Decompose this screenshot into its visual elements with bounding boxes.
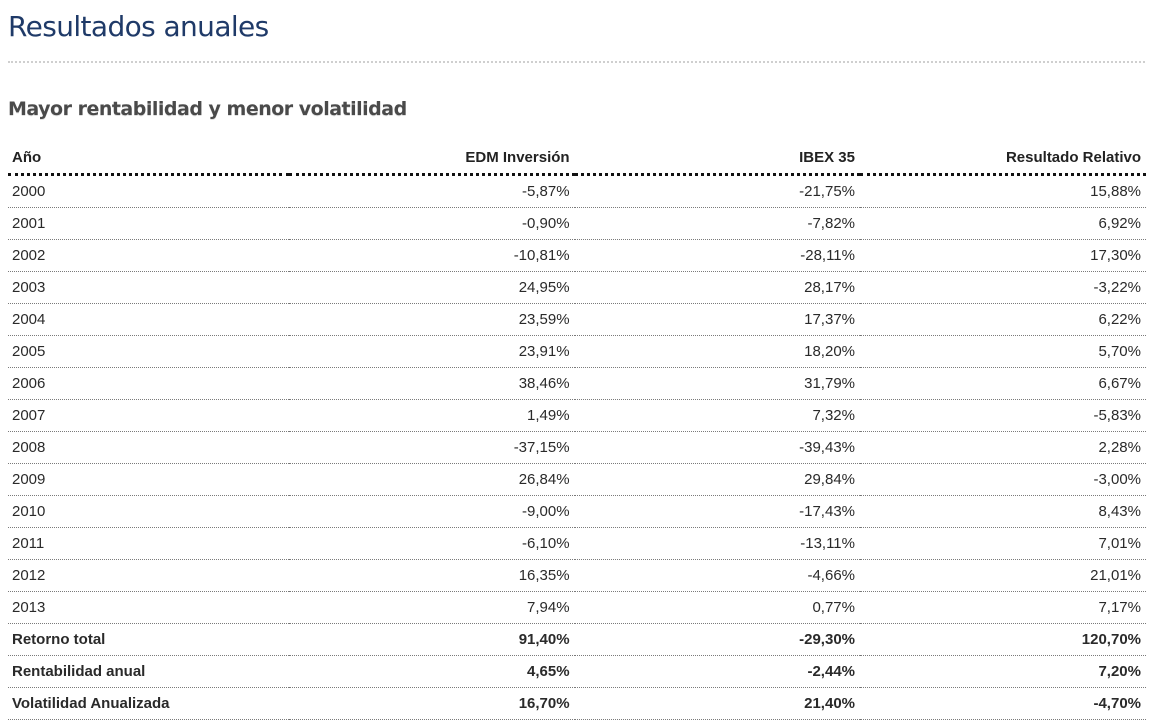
cell-year: 2004 bbox=[8, 303, 289, 336]
table-row: 2011 -6,10% -13,11% 7,01% bbox=[8, 527, 1146, 560]
cell-ibex: -4,66% bbox=[574, 559, 860, 592]
summary-label: Rentabilidad anual bbox=[8, 655, 289, 688]
table-row: 2008 -37,15% -39,43% 2,28% bbox=[8, 431, 1146, 464]
header-edm: EDM Inversión bbox=[288, 142, 575, 176]
cell-year: 2002 bbox=[8, 239, 289, 272]
cell-year: 2001 bbox=[8, 207, 289, 240]
cell-edm: -10,81% bbox=[288, 239, 575, 272]
cell-edm: -37,15% bbox=[288, 431, 575, 464]
cell-relative: -3,00% bbox=[860, 463, 1146, 496]
cell-relative: 2,28% bbox=[860, 431, 1146, 464]
cell-year: 2011 bbox=[8, 527, 289, 560]
summary-ibex: 21,40% bbox=[574, 687, 860, 720]
table-row: 2000 -5,87% -21,75% 15,88% bbox=[8, 174, 1146, 208]
summary-relative: 120,70% bbox=[860, 623, 1146, 656]
cell-relative: 7,17% bbox=[860, 591, 1146, 624]
table-row: 2010 -9,00% -17,43% 8,43% bbox=[8, 495, 1146, 528]
cell-relative: 15,88% bbox=[860, 174, 1146, 208]
cell-relative: 6,92% bbox=[860, 207, 1146, 240]
table-row: 2012 16,35% -4,66% 21,01% bbox=[8, 559, 1146, 592]
cell-year: 2009 bbox=[8, 463, 289, 496]
cell-year: 2005 bbox=[8, 335, 289, 368]
table-header-row: Año EDM Inversión IBEX 35 Resultado Rela… bbox=[8, 142, 1146, 176]
cell-relative: 6,67% bbox=[860, 367, 1146, 400]
summary-relative: -4,70% bbox=[860, 687, 1146, 720]
cell-ibex: 28,17% bbox=[574, 271, 860, 304]
table-row: 2001 -0,90% -7,82% 6,92% bbox=[8, 207, 1146, 240]
summary-row-total-return: Retorno total 91,40% -29,30% 120,70% bbox=[8, 623, 1146, 656]
cell-ibex: 31,79% bbox=[574, 367, 860, 400]
title-divider bbox=[8, 61, 1145, 63]
cell-edm: -0,90% bbox=[288, 207, 575, 240]
cell-edm: -5,87% bbox=[288, 174, 575, 208]
cell-ibex: -13,11% bbox=[574, 527, 860, 560]
header-ibex: IBEX 35 bbox=[574, 142, 860, 176]
cell-ibex: -39,43% bbox=[574, 431, 860, 464]
summary-ibex: -29,30% bbox=[574, 623, 860, 656]
cell-ibex: -21,75% bbox=[574, 174, 860, 208]
cell-year: 2006 bbox=[8, 367, 289, 400]
cell-ibex: -28,11% bbox=[574, 239, 860, 272]
summary-row-annual-return: Rentabilidad anual 4,65% -2,44% 7,20% bbox=[8, 655, 1146, 688]
summary-label: Retorno total bbox=[8, 623, 289, 656]
summary-ibex: -2,44% bbox=[574, 655, 860, 688]
page-title: Resultados anuales bbox=[8, 10, 269, 43]
cell-relative: 21,01% bbox=[860, 559, 1146, 592]
results-table: Año EDM Inversión IBEX 35 Resultado Rela… bbox=[8, 142, 1146, 720]
summary-edm: 4,65% bbox=[288, 655, 575, 688]
summary-label: Volatilidad Anualizada bbox=[8, 687, 289, 720]
cell-relative: 6,22% bbox=[860, 303, 1146, 336]
cell-edm: -6,10% bbox=[288, 527, 575, 560]
table-row: 2006 38,46% 31,79% 6,67% bbox=[8, 367, 1146, 400]
cell-ibex: 29,84% bbox=[574, 463, 860, 496]
cell-year: 2012 bbox=[8, 559, 289, 592]
cell-ibex: -7,82% bbox=[574, 207, 860, 240]
cell-edm: 38,46% bbox=[288, 367, 575, 400]
table-row: 2007 1,49% 7,32% -5,83% bbox=[8, 399, 1146, 432]
cell-year: 2013 bbox=[8, 591, 289, 624]
cell-ibex: 7,32% bbox=[574, 399, 860, 432]
table-row: 2002 -10,81% -28,11% 17,30% bbox=[8, 239, 1146, 272]
section-title: Mayor rentabilidad y menor volatilidad bbox=[8, 98, 407, 120]
cell-edm: 26,84% bbox=[288, 463, 575, 496]
cell-relative: 8,43% bbox=[860, 495, 1146, 528]
cell-year: 2008 bbox=[8, 431, 289, 464]
header-relative: Resultado Relativo bbox=[860, 142, 1146, 176]
table-row: 2013 7,94% 0,77% 7,17% bbox=[8, 591, 1146, 624]
cell-year: 2010 bbox=[8, 495, 289, 528]
cell-relative: 17,30% bbox=[860, 239, 1146, 272]
table-row: 2009 26,84% 29,84% -3,00% bbox=[8, 463, 1146, 496]
cell-year: 2000 bbox=[8, 174, 289, 208]
header-year: Año bbox=[8, 142, 289, 176]
cell-edm: 24,95% bbox=[288, 271, 575, 304]
cell-relative: -5,83% bbox=[860, 399, 1146, 432]
table-row: 2003 24,95% 28,17% -3,22% bbox=[8, 271, 1146, 304]
summary-row-volatility: Volatilidad Anualizada 16,70% 21,40% -4,… bbox=[8, 687, 1146, 720]
summary-edm: 91,40% bbox=[288, 623, 575, 656]
cell-ibex: 17,37% bbox=[574, 303, 860, 336]
cell-ibex: 0,77% bbox=[574, 591, 860, 624]
cell-year: 2007 bbox=[8, 399, 289, 432]
cell-relative: 7,01% bbox=[860, 527, 1146, 560]
cell-edm: 23,59% bbox=[288, 303, 575, 336]
cell-edm: 16,35% bbox=[288, 559, 575, 592]
table-row: 2004 23,59% 17,37% 6,22% bbox=[8, 303, 1146, 336]
summary-relative: 7,20% bbox=[860, 655, 1146, 688]
table-row: 2005 23,91% 18,20% 5,70% bbox=[8, 335, 1146, 368]
cell-relative: 5,70% bbox=[860, 335, 1146, 368]
cell-ibex: -17,43% bbox=[574, 495, 860, 528]
cell-ibex: 18,20% bbox=[574, 335, 860, 368]
cell-year: 2003 bbox=[8, 271, 289, 304]
cell-edm: -9,00% bbox=[288, 495, 575, 528]
cell-relative: -3,22% bbox=[860, 271, 1146, 304]
cell-edm: 7,94% bbox=[288, 591, 575, 624]
cell-edm: 1,49% bbox=[288, 399, 575, 432]
cell-edm: 23,91% bbox=[288, 335, 575, 368]
summary-edm: 16,70% bbox=[288, 687, 575, 720]
